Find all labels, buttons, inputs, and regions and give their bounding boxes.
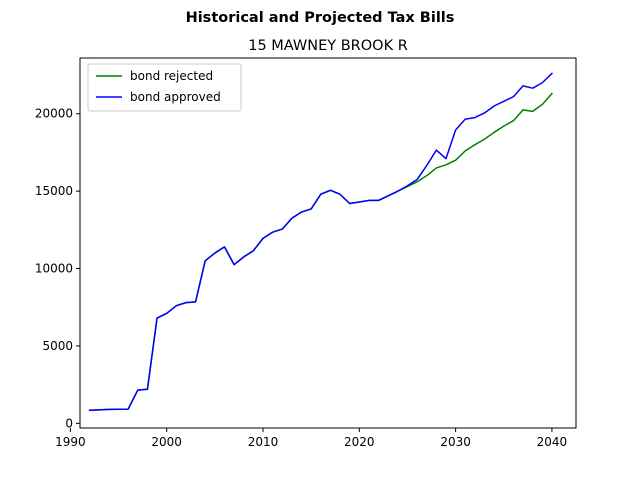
y-axis: 0 5000 10000 15000 20000 <box>35 107 80 430</box>
chart-title: 15 MAWNEY BROOK R <box>248 38 408 54</box>
y-tick-label: 10000 <box>35 262 73 276</box>
y-tick-label: 15000 <box>35 184 73 198</box>
y-tick-label: 0 <box>65 416 73 430</box>
legend-label: bond approved <box>130 90 221 104</box>
legend-label: bond rejected <box>130 69 213 83</box>
x-tick-label: 2020 <box>344 435 375 449</box>
x-tick-label: 2040 <box>537 435 568 449</box>
x-axis: 1990 2000 2010 2020 2030 2040 <box>55 428 567 449</box>
x-tick-label: 2010 <box>248 435 279 449</box>
legend: bond rejected bond approved <box>87 63 242 112</box>
series-line-bond-rejected <box>88 92 553 411</box>
x-tick-label: 2030 <box>440 435 471 449</box>
x-tick-label: 1990 <box>55 435 86 449</box>
y-tick-label: 20000 <box>35 107 73 121</box>
x-tick-label: 2000 <box>151 435 182 449</box>
series-line-bond-approved <box>88 72 553 411</box>
y-tick-label: 5000 <box>42 339 73 353</box>
chart-suptitle: Historical and Projected Tax Bills <box>186 10 455 26</box>
plot-frame <box>79 57 577 429</box>
legend-box <box>87 63 242 112</box>
plot-lines <box>88 72 553 411</box>
